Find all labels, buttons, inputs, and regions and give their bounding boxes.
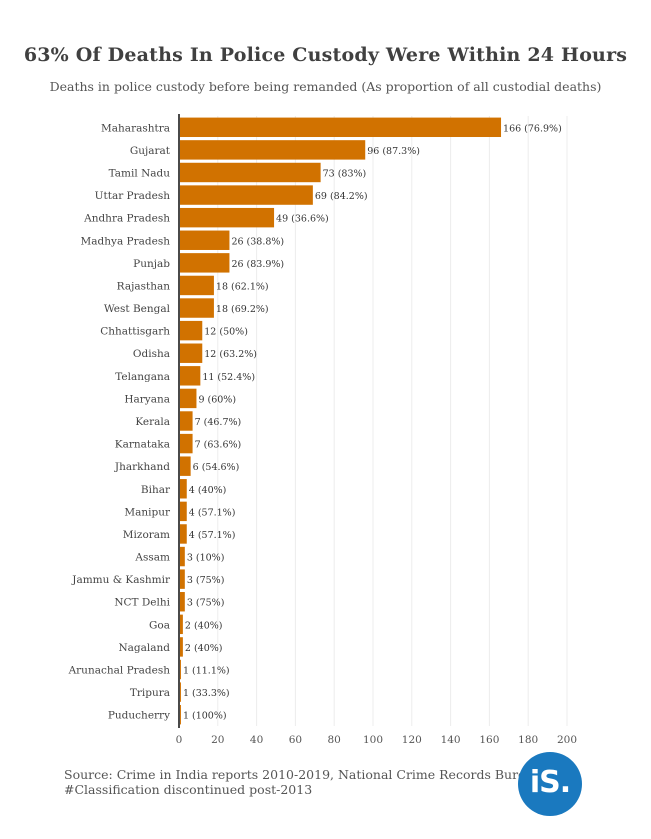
bar bbox=[179, 637, 183, 657]
data-label: 6 (54.6%) bbox=[193, 462, 240, 473]
category-label: Haryana bbox=[124, 393, 170, 405]
category-label: Andhra Pradesh bbox=[83, 213, 170, 225]
data-label: 3 (75%) bbox=[187, 575, 225, 586]
data-label: 18 (69.2%) bbox=[216, 304, 269, 315]
x-tick-label: 140 bbox=[441, 734, 461, 746]
category-label: Telangana bbox=[115, 371, 170, 383]
data-label: 1 (11.1%) bbox=[183, 666, 230, 677]
category-label: Kerala bbox=[135, 416, 170, 428]
source-note: Source: Crime in India reports 2010-2019… bbox=[64, 767, 541, 782]
classification-note: #Classification discontinued post-2013 bbox=[64, 782, 313, 797]
bar bbox=[179, 479, 187, 499]
data-label: 4 (57.1%) bbox=[189, 507, 236, 518]
data-label: 26 (83.9%) bbox=[231, 259, 284, 270]
category-label: Mizoram bbox=[123, 529, 170, 541]
x-tick-label: 60 bbox=[289, 734, 302, 746]
data-label: 7 (46.7%) bbox=[195, 417, 242, 428]
data-label: 4 (57.1%) bbox=[189, 530, 236, 541]
data-label: 11 (52.4%) bbox=[202, 372, 255, 383]
x-tick-label: 160 bbox=[479, 734, 499, 746]
footer: Source: Crime in India reports 2010-2019… bbox=[64, 767, 541, 797]
x-tick-label: 180 bbox=[518, 734, 538, 746]
data-label: 69 (84.2%) bbox=[315, 191, 368, 202]
bar bbox=[179, 320, 203, 341]
bar bbox=[179, 592, 185, 612]
data-label: 166 (76.9%) bbox=[503, 123, 562, 134]
x-tick-label: 0 bbox=[176, 734, 183, 746]
category-label: Tripura bbox=[130, 687, 170, 699]
category-label: NCT Delhi bbox=[114, 597, 170, 609]
data-label: 26 (38.8%) bbox=[231, 236, 284, 247]
chart-subtitle: Deaths in police custody before being re… bbox=[49, 79, 602, 94]
category-label: Maharashtra bbox=[101, 122, 170, 134]
indiaspend-logo: iS. bbox=[518, 752, 582, 816]
data-label: 1 (100%) bbox=[183, 711, 227, 722]
x-tick-label: 200 bbox=[557, 734, 577, 746]
data-label: 3 (10%) bbox=[187, 553, 225, 564]
category-label: Tamil Nadu bbox=[109, 167, 171, 179]
category-label: Jammu & Kashmir bbox=[71, 574, 171, 586]
x-tick-label: 100 bbox=[363, 734, 383, 746]
category-label: Odisha bbox=[133, 348, 170, 360]
category-label: Goa bbox=[149, 619, 170, 631]
data-label: 2 (40%) bbox=[185, 643, 223, 654]
bar bbox=[179, 162, 321, 183]
category-label: Karnataka bbox=[115, 439, 170, 451]
category-label: Rajasthan bbox=[117, 280, 171, 292]
data-label: 1 (33.3%) bbox=[183, 688, 230, 699]
data-label: 96 (87.3%) bbox=[367, 146, 420, 157]
data-label: 73 (83%) bbox=[323, 168, 367, 179]
data-label: 49 (36.6%) bbox=[276, 214, 329, 225]
x-tick-label: 80 bbox=[328, 734, 341, 746]
data-label: 12 (50%) bbox=[204, 327, 248, 338]
x-tick-label: 120 bbox=[402, 734, 422, 746]
bar bbox=[179, 456, 191, 476]
bar bbox=[179, 117, 502, 138]
bar bbox=[179, 411, 193, 431]
bar bbox=[179, 185, 313, 205]
bar bbox=[179, 275, 214, 296]
data-label: 4 (40%) bbox=[189, 485, 227, 496]
category-label: Gujarat bbox=[130, 145, 171, 157]
data-label: 12 (63.2%) bbox=[204, 349, 257, 360]
bar bbox=[179, 366, 201, 386]
bar bbox=[179, 388, 197, 409]
bar-chart: Maharashtra 166 (76.9%) Gujarat 96 (87.3%) T… bbox=[68, 114, 577, 746]
category-label: Chhattisgarh bbox=[100, 326, 170, 338]
category-label: Assam bbox=[134, 552, 170, 564]
data-label: 7 (63.6%) bbox=[195, 440, 242, 451]
bar bbox=[179, 546, 185, 567]
bar bbox=[179, 140, 366, 160]
x-tick-label: 20 bbox=[211, 734, 224, 746]
chart-title: 63% Of Deaths In Police Custody Were Wit… bbox=[23, 44, 628, 66]
bar bbox=[179, 298, 214, 318]
category-label: Uttar Pradesh bbox=[95, 190, 171, 202]
category-label: Manipur bbox=[124, 506, 171, 518]
category-label: Arunachal Pradesh bbox=[68, 665, 171, 677]
category-label: Nagaland bbox=[118, 642, 170, 654]
data-label: 2 (40%) bbox=[185, 620, 223, 631]
x-tick-label: 40 bbox=[250, 734, 263, 746]
bar bbox=[179, 207, 275, 228]
category-label: Bihar bbox=[141, 484, 171, 496]
category-label: Puducherry bbox=[108, 710, 170, 722]
bar bbox=[179, 569, 185, 589]
bar bbox=[179, 614, 183, 635]
bar bbox=[179, 343, 203, 363]
bar bbox=[179, 433, 193, 454]
category-label: West Bengal bbox=[104, 303, 171, 315]
category-label: Madhya Pradesh bbox=[81, 235, 171, 247]
category-label: Jharkhand bbox=[114, 461, 170, 473]
bar bbox=[179, 230, 230, 250]
category-label: Punjab bbox=[133, 258, 170, 270]
bar bbox=[179, 253, 230, 273]
bar bbox=[179, 524, 187, 544]
data-label: 3 (75%) bbox=[187, 598, 225, 609]
data-label: 9 (60%) bbox=[198, 394, 236, 405]
bar bbox=[179, 501, 187, 522]
data-label: 18 (62.1%) bbox=[216, 281, 269, 292]
